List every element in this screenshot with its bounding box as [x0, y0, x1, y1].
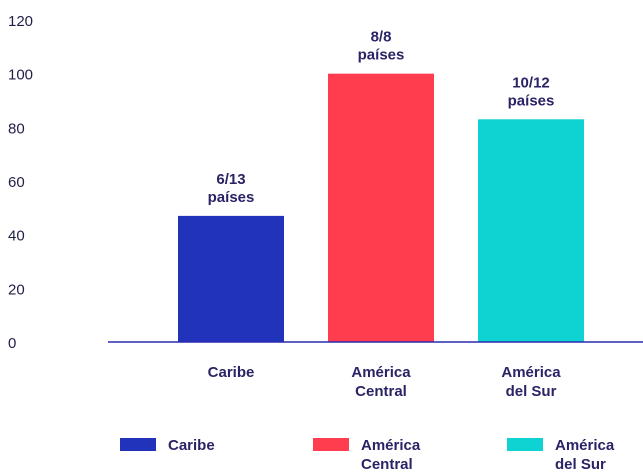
legend-label: América Central [361, 437, 421, 473]
legend-swatch [120, 438, 156, 451]
bar [178, 215, 284, 342]
bar-data-label: 10/12 países [508, 74, 555, 109]
y-tick-label: 40 [8, 228, 25, 245]
y-tick-label: 80 [8, 120, 25, 137]
x-tick-label: América del Sur [501, 364, 561, 400]
bar-data-label: 6/13 países [208, 171, 255, 206]
legend-label: Caribe [168, 437, 215, 454]
legend-swatch [313, 438, 349, 451]
y-tick-label: 100 [8, 67, 33, 84]
bar-data-label: 8/8 países [358, 29, 405, 64]
bar [478, 119, 584, 343]
y-tick-label: 0 [8, 335, 16, 352]
legend-label: América del Sur [555, 437, 615, 473]
y-tick-label: 120 [8, 13, 33, 30]
y-tick-label: 20 [8, 281, 25, 298]
x-tick-label: Caribe [208, 364, 255, 381]
y-tick-label: 60 [8, 174, 25, 191]
legend-swatch [507, 438, 543, 451]
bar [328, 73, 434, 343]
x-tick-label: América Central [351, 364, 411, 400]
